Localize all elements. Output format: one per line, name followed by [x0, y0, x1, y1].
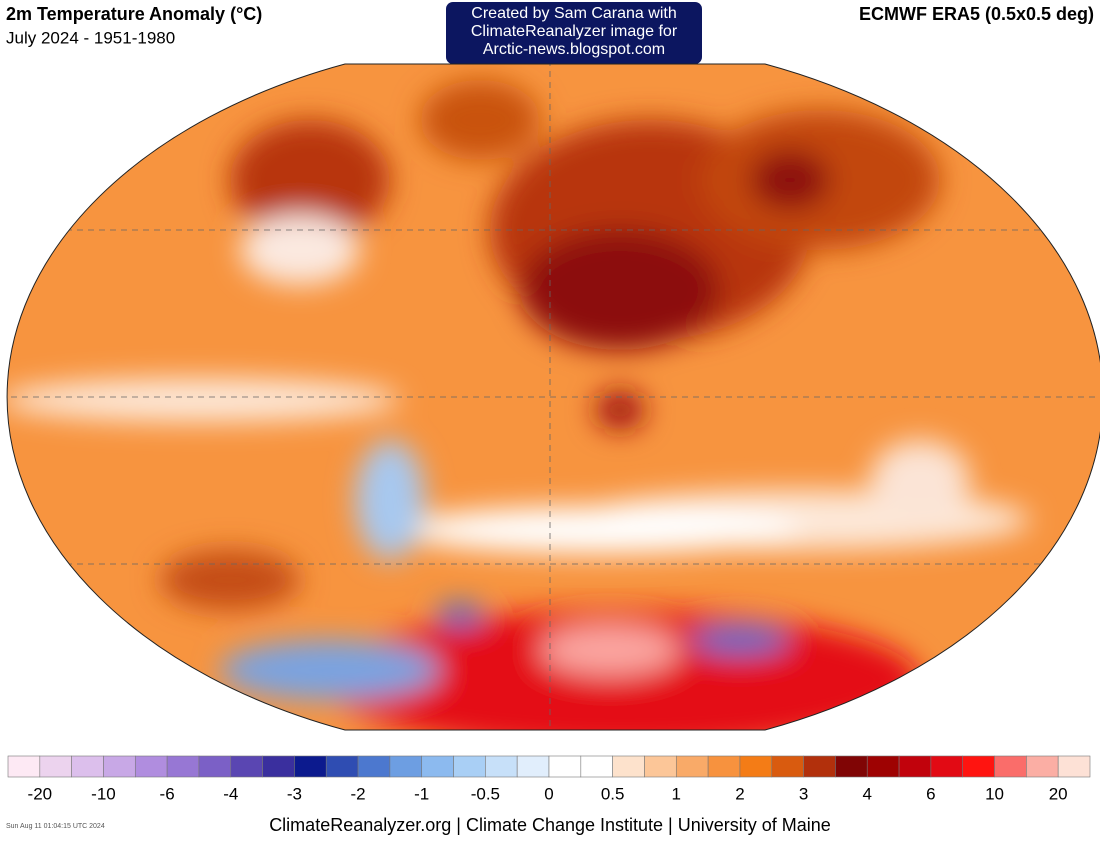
color-swatch [994, 755, 1027, 778]
color-swatch [866, 755, 900, 778]
colorbar: -20 -10 -6 -4 -3 -2 -1 -0.5 0 0.5 1 2 3 4 6 10 20 [7, 755, 1091, 803]
subtitle: July 2024 - 1951-1980 [6, 28, 175, 47]
color-swatch [453, 755, 486, 778]
map-outline [6, 63, 1100, 731]
color-swatch [389, 755, 423, 778]
colorbar-label: -6 [160, 784, 175, 803]
color-swatch [1026, 755, 1059, 778]
footer-source: ClimateReanalyzer.org | Climate Change I… [269, 815, 831, 835]
color-swatch [548, 755, 582, 778]
dataset: ECMWF ERA5 (0.5x0.5 deg) [859, 4, 1094, 24]
credit-line: Arctic-news.blogspot.com [483, 41, 665, 58]
color-swatch [898, 755, 932, 778]
color-swatch [357, 755, 391, 778]
color-swatch [612, 755, 645, 778]
color-swatch [771, 755, 804, 778]
title: 2m Temperature Anomaly (°C) [6, 4, 262, 24]
map [7, 64, 1100, 730]
colorbar-label: -1 [414, 784, 429, 803]
color-swatch [230, 755, 263, 778]
credit-line: ClimateReanalyzer image for [471, 23, 678, 40]
color-swatch [516, 755, 550, 778]
colorbar-label: -10 [91, 784, 116, 803]
color-swatch [262, 755, 295, 778]
color-swatch [675, 755, 709, 778]
colorbar-label: 10 [985, 784, 1004, 803]
color-swatch [930, 755, 964, 778]
colorbar-label: 0 [544, 784, 553, 803]
timestamp: Sun Aug 11 01:04:15 UTC 2024 [6, 823, 105, 830]
color-swatch [39, 755, 72, 778]
color-swatch [962, 755, 995, 778]
colorbar-label: 20 [1049, 784, 1068, 803]
color-swatch [294, 755, 327, 778]
color-swatch [421, 755, 454, 778]
color-swatch [835, 755, 868, 778]
color-swatch [739, 755, 773, 778]
color-swatch [803, 755, 836, 778]
color-swatch [103, 755, 136, 778]
color-swatch [325, 755, 359, 778]
color-swatch [580, 755, 613, 778]
color-swatch [134, 755, 168, 778]
colorbar-label: 0.5 [601, 784, 625, 803]
color-swatch [485, 755, 518, 778]
colorbar-label: -0.5 [471, 784, 500, 803]
color-swatch [1057, 755, 1091, 778]
colorbar-label: -20 [28, 784, 53, 803]
colorbar-label: 4 [863, 784, 872, 803]
colorbar-label: 6 [926, 784, 935, 803]
color-swatch [71, 755, 104, 778]
color-swatch [198, 755, 232, 778]
color-swatch [644, 755, 677, 778]
color-swatch [7, 755, 41, 778]
colorbar-label: 3 [799, 784, 808, 803]
credit-line: Created by Sam Carana with [471, 5, 676, 22]
colorbar-label: -3 [287, 784, 302, 803]
colorbar-label: 2 [735, 784, 744, 803]
colorbar-label: -4 [223, 784, 238, 803]
color-swatch [707, 755, 741, 778]
colorbar-label: -2 [350, 784, 365, 803]
color-swatch [166, 755, 200, 778]
credit-box [446, 2, 702, 64]
colorbar-label: 1 [672, 784, 681, 803]
